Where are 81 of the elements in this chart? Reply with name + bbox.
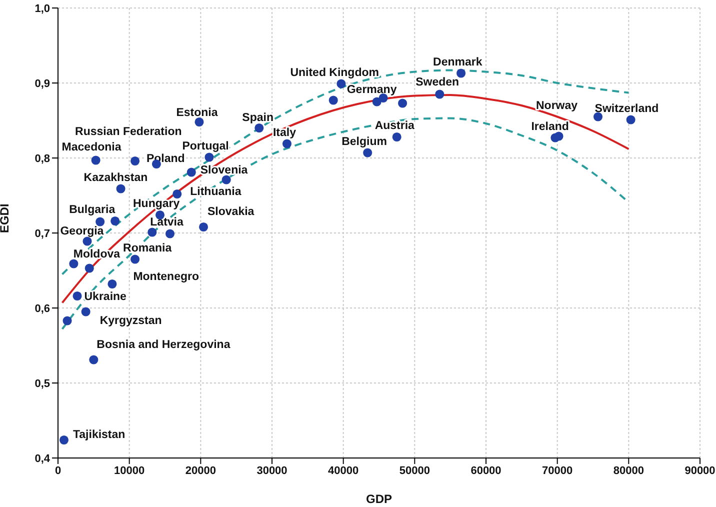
point [69, 259, 78, 268]
annotation: Sweden [416, 76, 460, 88]
x-tick-label: 0 [54, 464, 62, 477]
point [222, 175, 231, 184]
y-tick-label: 0,8 [34, 152, 50, 165]
point [392, 132, 402, 142]
point [72, 291, 82, 301]
annotation: Kazakhstan [84, 172, 148, 184]
point [204, 152, 214, 162]
annotation: Belgium [342, 136, 387, 148]
point [328, 96, 338, 105]
point [172, 189, 182, 199]
point [62, 316, 72, 326]
y-tick-label: 1,0 [34, 2, 50, 15]
annotation: United Kingdom [290, 66, 379, 79]
annotation: Italy [272, 126, 297, 139]
point [398, 98, 408, 108]
point [91, 156, 100, 165]
y-tick-label: 0,5 [34, 378, 50, 390]
point [89, 355, 98, 364]
y-tick-label: 0,4 [34, 452, 51, 465]
point [435, 90, 444, 99]
annotation: Montenegro [133, 271, 200, 284]
x-tick-label: 70000 [542, 464, 573, 477]
annotation: Slovakia [208, 206, 255, 218]
point [110, 216, 120, 226]
annotation: Portugal [182, 140, 229, 152]
x-tick-label: 50000 [399, 464, 430, 477]
point [626, 115, 636, 124]
y-tick-label: 0,6 [34, 302, 50, 315]
annotation: Denmark [433, 56, 483, 68]
y-tick-label: 0,9 [34, 78, 50, 90]
annotation: Tajikistan [72, 429, 126, 442]
annotation: Ireland [531, 120, 569, 133]
point [116, 184, 126, 194]
y-tick-label: 0,7 [34, 228, 50, 240]
point [456, 68, 466, 78]
point [82, 236, 92, 246]
point [130, 254, 140, 264]
annotation: Macedonia [62, 141, 122, 154]
point [194, 117, 204, 127]
point [96, 217, 105, 226]
point [593, 112, 603, 122]
x-tick-label: 10000 [114, 464, 145, 477]
point [148, 228, 157, 237]
x-tick-label: 40000 [328, 464, 359, 477]
point [165, 229, 175, 238]
point [186, 168, 196, 177]
annotation: Russian Federation [75, 126, 182, 138]
annotation: Spain [242, 112, 274, 124]
point [336, 79, 346, 88]
point [363, 148, 372, 158]
annotation: Switzerland [594, 102, 659, 115]
annotation: Bulgaria [69, 204, 116, 216]
annotation: Poland [146, 153, 185, 166]
x-axis-title: GDP [366, 492, 392, 506]
annotation: Romania [123, 242, 172, 254]
x-tick-label: 80000 [613, 464, 644, 477]
x-tick-label: 60000 [470, 464, 502, 477]
annotation: Georgia [60, 225, 104, 238]
point [81, 307, 90, 316]
point [282, 139, 292, 148]
x-tick-label: 30000 [256, 464, 288, 477]
annotation: Germany [346, 84, 398, 96]
point [554, 132, 564, 141]
point [59, 435, 69, 445]
x-tick-label: 20000 [185, 464, 216, 477]
annotation: Norway [536, 100, 578, 112]
annotation: Austria [374, 120, 416, 132]
y-axis-title: EGDI [0, 204, 12, 233]
x-tick-label: 90000 [684, 464, 716, 477]
point [108, 279, 117, 289]
annotation: Bosnia and Herzegovina [96, 338, 231, 351]
annotation: Lithuania [190, 186, 242, 198]
point [84, 264, 94, 273]
point [254, 123, 264, 133]
annotation: Estonia [176, 107, 218, 120]
annotation: Kyrgyzstan [100, 314, 162, 327]
point [372, 97, 382, 106]
point [130, 156, 140, 166]
point [199, 222, 208, 232]
